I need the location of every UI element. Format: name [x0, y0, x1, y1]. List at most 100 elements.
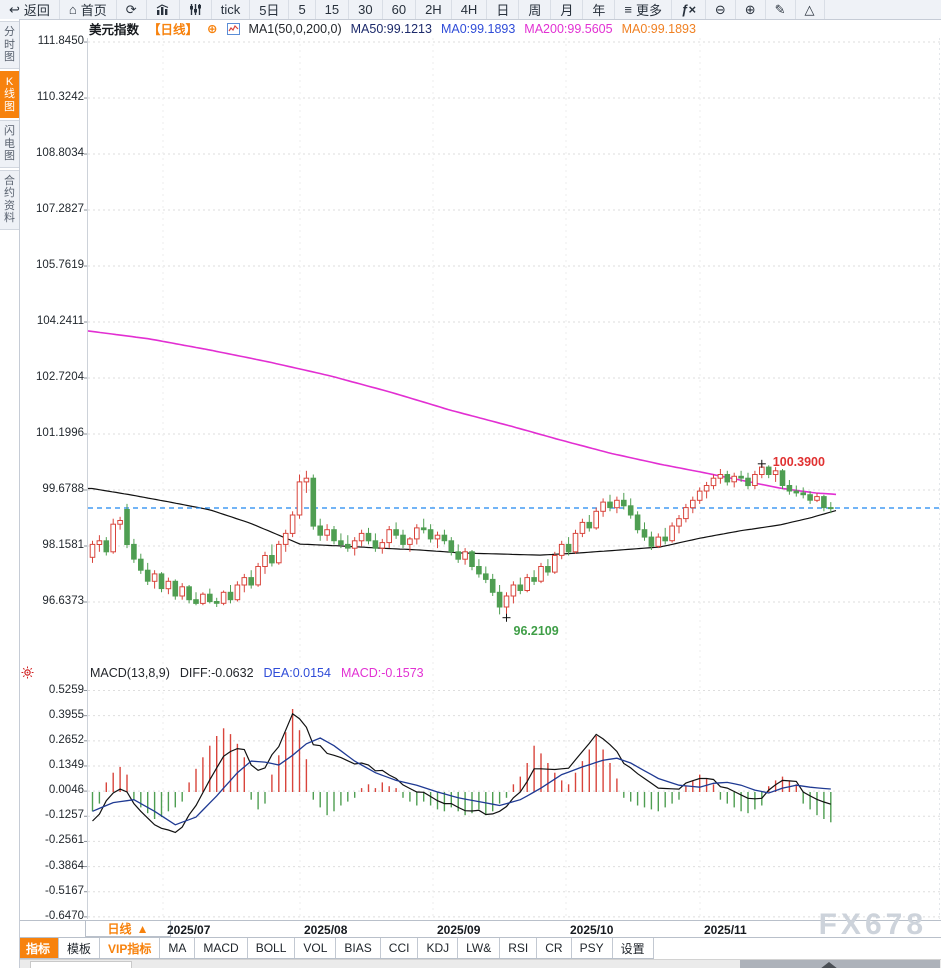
- ma-settings: MA1(50,0,200,0): [248, 21, 342, 36]
- indicator-toggle-icon[interactable]: [21, 666, 34, 684]
- x-axis-label: 2025/09: [437, 923, 481, 937]
- gridlines: [84, 38, 941, 925]
- macd-dea-value: DEA:0.0154: [263, 666, 331, 680]
- macd-diff-value: DIFF:-0.0632: [179, 666, 254, 680]
- toolbar-button-pencil[interactable]: ✎: [766, 0, 796, 19]
- tab-设置[interactable]: 设置: [613, 938, 654, 958]
- ma50-value: MA50:99.1213: [350, 21, 432, 36]
- toolbar-button-4H[interactable]: 4H: [452, 0, 488, 19]
- toolbar-button-60[interactable]: 60: [383, 0, 417, 19]
- macd-y-axis-label: -0.6470: [44, 909, 84, 922]
- toolbar-button-label: 更多: [635, 3, 662, 18]
- zoom-out-icon: ⊖: [714, 2, 726, 17]
- tab-KDJ[interactable]: KDJ: [418, 938, 459, 958]
- macd-y-axis-label: -0.2561: [44, 834, 84, 847]
- scrollbar-left-box[interactable]: [30, 961, 132, 968]
- toolbar-button-fx[interactable]: ƒ×: [672, 0, 706, 19]
- toolbar-button-label: 5: [298, 2, 306, 17]
- toolbar-button-周[interactable]: 周: [519, 0, 552, 19]
- candles: [89, 463, 834, 618]
- tab-BOLL[interactable]: BOLL: [248, 938, 296, 958]
- toolbar-button-5日[interactable]: 5日: [250, 0, 290, 19]
- toolbar-button-label: 60: [391, 2, 407, 17]
- refresh-icon: ⟳: [125, 2, 137, 17]
- toolbar-button-月[interactable]: 月: [551, 0, 584, 19]
- y-axis-label: 98.1581: [42, 538, 84, 551]
- toolbar-button-首页[interactable]: ⌂ 首页: [60, 0, 117, 19]
- toolbar-button-triangle[interactable]: △: [796, 0, 825, 19]
- toolbar-button-zoom-in[interactable]: ⊕: [736, 0, 766, 19]
- toolbar-button-tick[interactable]: tick: [212, 0, 251, 19]
- tab-LW&[interactable]: LW&: [458, 938, 501, 958]
- toolbar-button-2H[interactable]: 2H: [416, 0, 452, 19]
- macd-diff-line: [92, 712, 831, 834]
- toolbar-button-返回[interactable]: ↩ 返回: [0, 0, 60, 19]
- tab-BIAS[interactable]: BIAS: [336, 938, 381, 958]
- tab-VOL[interactable]: VOL: [295, 938, 337, 958]
- y-axis-label: 108.8034: [36, 147, 84, 160]
- x-axis-label: 2025/07: [167, 923, 211, 937]
- tab-MA[interactable]: MA: [160, 938, 196, 958]
- back-arrow-icon: ↩: [9, 2, 20, 17]
- y-axis-label: 104.2411: [36, 315, 84, 328]
- macd-y-axis-label: -0.3864: [44, 859, 84, 872]
- zoom-in-icon: ⊕: [744, 2, 756, 17]
- toolbar-button-label: 15: [324, 2, 340, 17]
- toolbar-button-30[interactable]: 30: [349, 0, 383, 19]
- sidebar-item-contract-info[interactable]: 合约资料: [0, 169, 19, 230]
- tab-VIP指标[interactable]: VIP指标: [100, 938, 161, 958]
- x-axis-strip: [0, 920, 941, 938]
- sidebar-item-time-chart[interactable]: 分时图: [0, 21, 19, 69]
- toolbar-button-kline-sliders[interactable]: [180, 0, 212, 19]
- sidebar-item-kline-chart[interactable]: K线图: [0, 70, 19, 118]
- toolbar-button-zoom-out[interactable]: ⊖: [706, 0, 736, 19]
- high-price-annotation: 100.3900: [772, 454, 825, 469]
- macd-formula: MACD(13,8,9): [90, 666, 170, 680]
- y-axis-label: 101.1996: [36, 427, 84, 439]
- macd-dea-line: [92, 737, 831, 826]
- menu-icon: ≡: [624, 2, 632, 17]
- mini-chart-icon[interactable]: [226, 22, 240, 35]
- y-axis-label: 96.6373: [42, 594, 84, 607]
- toolbar-button-bar-chart[interactable]: [147, 0, 180, 19]
- tab-CR[interactable]: CR: [537, 938, 572, 958]
- plus-circle-icon[interactable]: ⊕: [207, 22, 218, 36]
- macd-y-axis-label: 0.1349: [48, 758, 84, 771]
- toolbar-button-日[interactable]: 日: [487, 0, 520, 19]
- low-price-annotation: 96.2109: [513, 623, 559, 638]
- tab-RSI[interactable]: RSI: [500, 938, 538, 958]
- macd-y-axis-label: 0.0046: [48, 784, 84, 797]
- tab-指标[interactable]: 指标: [18, 938, 60, 958]
- sidebar-item-flash-chart[interactable]: 闪电图: [0, 120, 19, 168]
- toolbar-button-label: tick: [220, 2, 241, 17]
- tab-MACD[interactable]: MACD: [195, 938, 248, 958]
- fx-icon: ƒ×: [681, 2, 696, 17]
- toolbar-button-label: 2H: [425, 2, 442, 17]
- toolbar-button-年[interactable]: 年: [583, 0, 616, 19]
- horizontal-scrollbar: [0, 959, 941, 968]
- toolbar-button-label: 月: [560, 3, 574, 18]
- toolbar-button-15[interactable]: 15: [316, 0, 350, 19]
- macd-y-axis-label: 0.2652: [48, 733, 84, 746]
- sidebar-item-label: 闪电图: [4, 125, 15, 162]
- scrollbar-arrow-icon: [820, 962, 838, 968]
- toolbar-button-label: 5日: [259, 3, 280, 18]
- period-selector-label: 日线: [107, 922, 132, 936]
- toolbar-button-更多[interactable]: ≡ 更多: [615, 0, 672, 19]
- tab-PSY[interactable]: PSY: [572, 938, 613, 958]
- tab-CCI[interactable]: CCI: [381, 938, 419, 958]
- scrollbar-thumb[interactable]: [740, 960, 940, 968]
- toolbar-button-label: 30: [358, 2, 373, 17]
- period-tag: 【日线】: [148, 23, 199, 37]
- toolbar-button-refresh[interactable]: ⟳: [117, 0, 147, 19]
- macd-macd-value: MACD:-0.1573: [340, 666, 424, 680]
- tab-模板[interactable]: 模板: [59, 938, 101, 958]
- toolbar-button-label: 返回: [23, 3, 50, 18]
- period-selector[interactable]: 日线 ▲: [85, 920, 171, 937]
- toolbar-button-5[interactable]: 5: [289, 0, 316, 19]
- macd-y-axis-label: 0.3955: [48, 708, 84, 721]
- ma0-value-blue: MA0:99.1893: [440, 21, 516, 36]
- toolbar-button-label: 周: [528, 3, 542, 18]
- ma50-line: [88, 487, 837, 556]
